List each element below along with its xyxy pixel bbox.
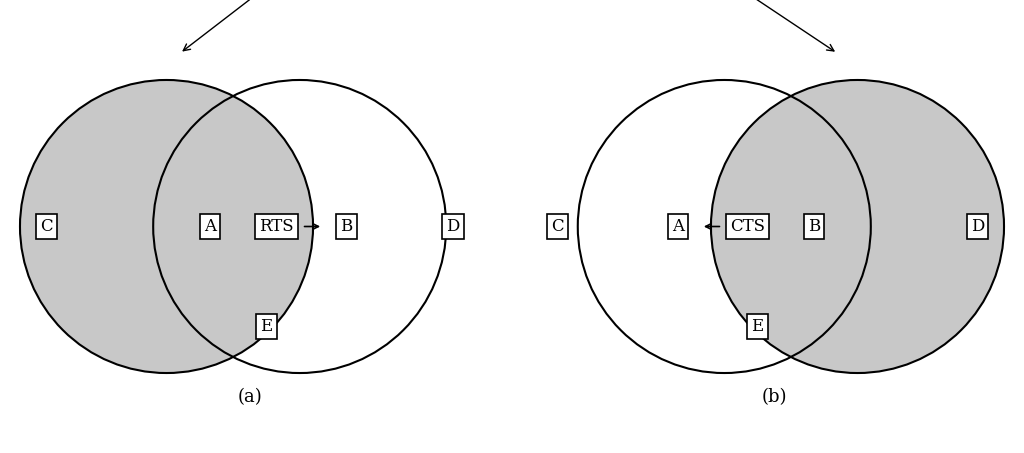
Circle shape: [154, 80, 446, 373]
Text: B: B: [340, 218, 352, 235]
Text: A: A: [672, 218, 684, 235]
Text: RTS: RTS: [259, 218, 294, 235]
Circle shape: [20, 80, 313, 373]
Circle shape: [578, 80, 870, 373]
Text: C: C: [40, 218, 53, 235]
Text: E: E: [752, 318, 764, 335]
Text: C: C: [552, 218, 564, 235]
Text: CTS: CTS: [730, 218, 765, 235]
Text: Range of A's transmitter: Range of A's transmitter: [163, 0, 370, 51]
Text: (a): (a): [238, 388, 262, 406]
Circle shape: [711, 80, 1004, 373]
Circle shape: [711, 80, 1004, 373]
Text: A: A: [204, 218, 216, 235]
Text: B: B: [808, 218, 820, 235]
Text: D: D: [446, 218, 460, 235]
Text: (b): (b): [762, 388, 787, 406]
Text: E: E: [260, 318, 272, 335]
Text: Range of B's transmitter: Range of B's transmitter: [634, 0, 841, 51]
Text: D: D: [971, 218, 984, 235]
Circle shape: [20, 80, 313, 373]
